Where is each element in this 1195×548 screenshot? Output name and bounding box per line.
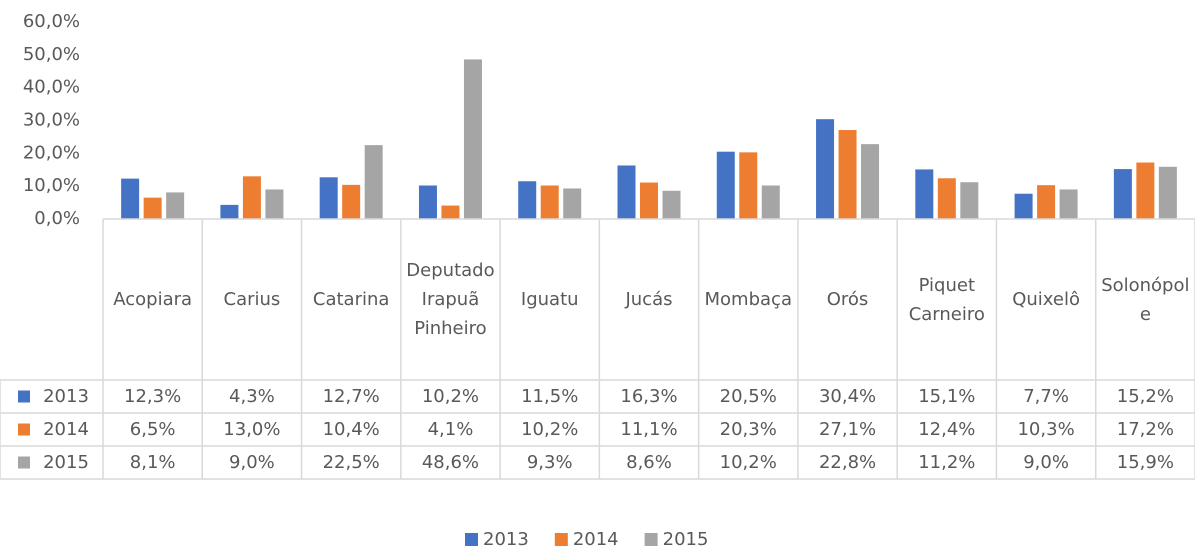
y-tick-label: 40,0% <box>23 77 80 98</box>
bar <box>364 145 383 219</box>
value-label: 10,4% <box>322 419 380 440</box>
bar <box>640 182 658 219</box>
value-label: 15,9% <box>1116 452 1174 473</box>
value-label: 22,8% <box>818 452 877 473</box>
legend-key <box>18 423 30 436</box>
value-label: 10,2% <box>421 386 480 407</box>
y-tick-label: 0,0% <box>34 208 80 229</box>
value-label: 15,2% <box>1116 386 1174 407</box>
bar <box>166 192 185 219</box>
value-label: 10,3% <box>1017 419 1075 440</box>
legend-label: 2014 <box>573 529 619 548</box>
legend-key <box>465 533 478 546</box>
legend-label: 2013 <box>483 529 529 548</box>
value-label: 10,2% <box>521 419 579 440</box>
bar <box>1037 185 1056 219</box>
legend-key <box>554 533 568 546</box>
bar <box>960 182 979 219</box>
value-label: 48,6% <box>421 452 480 473</box>
value-label: 9,0% <box>229 452 275 473</box>
bar <box>1158 166 1177 219</box>
bar <box>662 190 681 219</box>
bar <box>838 130 857 219</box>
category-label: Deputado Irapuã Pinheiro <box>406 260 495 339</box>
bar <box>816 119 835 219</box>
bar <box>761 185 780 219</box>
value-label: 9,0% <box>1023 452 1069 473</box>
legend-key <box>18 390 30 403</box>
bar <box>242 176 261 219</box>
value-label: 12,7% <box>322 386 380 407</box>
value-label: 11,1% <box>620 419 678 440</box>
y-tick-label: 50,0% <box>23 44 80 65</box>
bar <box>617 165 636 219</box>
value-label: 13,0% <box>223 419 281 440</box>
category-label: Solonópole <box>1101 274 1190 325</box>
value-label: 17,2% <box>1116 419 1174 440</box>
value-label: 30,4% <box>818 386 877 407</box>
category-label: Carius <box>223 289 281 310</box>
value-label: 7,7% <box>1023 386 1069 407</box>
value-label: 12,3% <box>124 386 182 407</box>
bar <box>463 59 482 220</box>
value-label: 20,3% <box>719 419 777 440</box>
value-label: 8,1% <box>129 452 176 473</box>
bar <box>518 181 537 219</box>
value-label: 16,3% <box>620 386 678 407</box>
category-label: Piquet Carneiro <box>908 274 985 325</box>
bar <box>937 178 956 219</box>
category-label: Jucás <box>625 289 673 310</box>
bar <box>1136 162 1155 219</box>
category-label: Iguatu <box>520 289 579 310</box>
value-label: 20,5% <box>719 386 777 407</box>
category-label: Mombaça <box>704 289 792 310</box>
y-tick-label: 10,0% <box>23 175 80 196</box>
value-label: 10,2% <box>719 452 777 473</box>
value-label: 11,5% <box>521 386 579 407</box>
y-tick-label: 30,0% <box>23 110 80 131</box>
bar <box>342 184 361 219</box>
category-label: Catarina <box>312 289 390 310</box>
bar <box>220 204 239 219</box>
legend-key <box>18 456 30 469</box>
y-tick-label: 60,0% <box>23 11 80 32</box>
value-label: 22,5% <box>322 452 380 473</box>
bar <box>1014 193 1033 219</box>
series-label: 2014 <box>43 419 89 440</box>
legend-label: 2015 <box>663 529 709 548</box>
bar <box>1059 189 1078 219</box>
category-label: Quixelô <box>1012 289 1080 310</box>
value-label: 15,1% <box>918 386 976 407</box>
bar <box>716 151 735 219</box>
bar <box>143 197 162 219</box>
bar <box>418 185 437 219</box>
bar <box>441 205 460 219</box>
bar <box>319 177 338 219</box>
bar <box>861 144 880 219</box>
bar <box>1113 169 1132 219</box>
bar <box>121 178 140 219</box>
y-tick-label: 20,0% <box>23 142 80 163</box>
bar <box>563 188 582 219</box>
bar <box>540 185 559 219</box>
value-label: 8,6% <box>626 452 672 473</box>
value-label: 12,4% <box>918 419 976 440</box>
value-label: 27,1% <box>818 419 877 440</box>
category-label: Orós <box>826 289 869 310</box>
series-label: 2013 <box>43 386 89 407</box>
bar <box>739 152 758 219</box>
value-label: 4,3% <box>229 386 275 407</box>
value-label: 9,3% <box>526 452 573 473</box>
bar <box>915 169 934 219</box>
value-label: 4,1% <box>427 419 474 440</box>
category-label: Acopiara <box>113 289 193 310</box>
value-label: 11,2% <box>918 452 976 473</box>
series-label: 2015 <box>43 452 89 473</box>
value-label: 6,5% <box>129 419 176 440</box>
legend-key <box>644 533 658 546</box>
bar <box>265 189 284 219</box>
